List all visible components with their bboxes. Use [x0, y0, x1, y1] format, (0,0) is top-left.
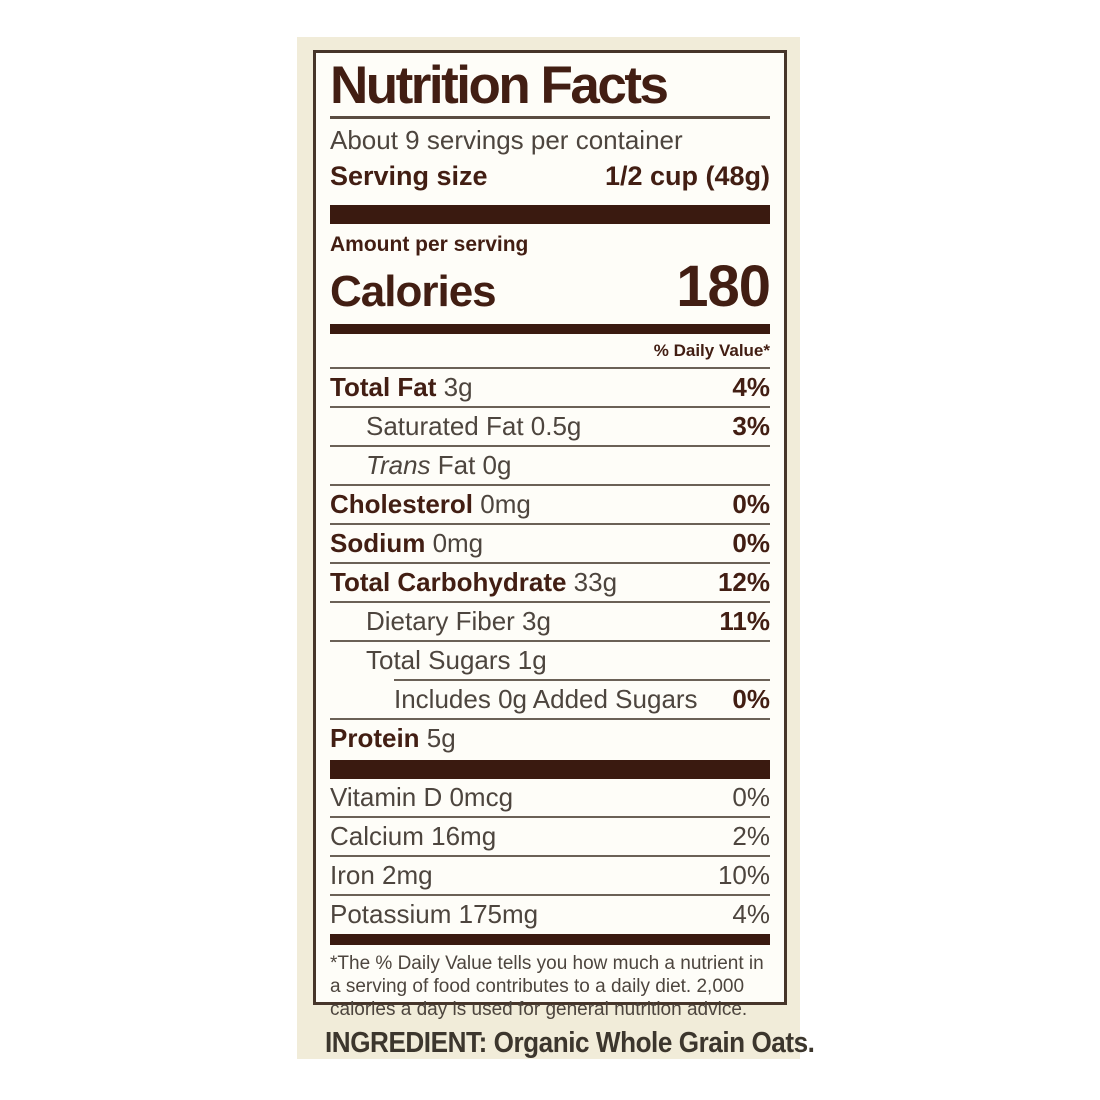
row-divider [330, 406, 770, 409]
vitamin-row-iron: Iron 2mg 10% [330, 857, 770, 894]
calories-bar [330, 324, 770, 335]
nutrient-row-sodium: Sodium 0mg 0% [330, 525, 770, 562]
row-divider [330, 601, 770, 604]
footnote-line: *The % Daily Value tells you how much a … [330, 953, 764, 975]
nutrient-amount: 33g [566, 567, 618, 598]
serving-size-value: 1/2 cup (48g) [604, 161, 770, 191]
footnote-line: calories a day is used for general nutri… [330, 998, 748, 1020]
vitamin-row-potassium: Potassium 175mg 4% [330, 896, 770, 933]
nutrient-row-trans-fat: Trans Fat 0g [330, 447, 770, 484]
nutrition-facts-box: Nutrition Facts About 9 servings per con… [313, 50, 787, 1020]
daily-value: 3% [732, 411, 770, 442]
nutrient-amount: 0mg [473, 489, 531, 520]
row-divider [330, 484, 770, 487]
bottom-bar [330, 934, 770, 946]
row-divider [330, 816, 770, 819]
row-divider-indented [394, 679, 770, 682]
nutrient-row-protein: Protein 5g [330, 720, 770, 757]
nutrient-name: Sodium [330, 528, 426, 559]
row-divider [330, 855, 770, 858]
calories-value: 180 [676, 254, 771, 320]
row-divider [330, 367, 770, 370]
nutrition-label-panel: Nutrition Facts About 9 servings per con… [297, 37, 815, 1059]
nutrient-amount: 0mg [425, 528, 484, 559]
nutrient-row-total-fat: Total Fat 3g 4% [330, 369, 770, 406]
daily-value-header: % Daily Value* [653, 341, 770, 361]
vitamin-name: Iron 2mg [330, 860, 433, 891]
nutrient-row-total-sugars: Total Sugars 1g [330, 642, 770, 679]
nutrient-row-total-carbohydrate: Total Carbohydrate 33g 12% [330, 564, 770, 601]
vitamin-name: Calcium 16mg [330, 821, 497, 852]
nutrient-name: Total Carbohydrate [330, 567, 567, 598]
amount-per-serving-label: Amount per serving [330, 233, 529, 257]
nutrient-name: Protein [330, 723, 420, 754]
daily-value: 0% [732, 528, 770, 559]
row-divider [330, 562, 770, 565]
calories-label: Calories [330, 267, 497, 317]
nutrient-name: Dietary Fiber 3g [366, 606, 551, 637]
nutrient-row-added-sugars: Includes 0g Added Sugars 0% [330, 681, 770, 718]
servings-per-container: About 9 servings per container [330, 125, 683, 156]
row-divider [330, 894, 770, 897]
daily-value: 11% [719, 606, 770, 637]
daily-value: 4% [732, 372, 770, 403]
nutrient-row-cholesterol: Cholesterol 0mg 0% [330, 486, 770, 523]
nutrient-name: Includes 0g Added Sugars [394, 684, 698, 715]
thick-bar-top [330, 205, 770, 225]
vitamin-name: Potassium 175mg [330, 899, 539, 930]
row-divider [330, 718, 770, 721]
footnote-line: a serving of food contributes to a daily… [330, 975, 745, 997]
nutrient-row-dietary-fiber: Dietary Fiber 3g 11% [330, 603, 770, 640]
vitamin-row-calcium: Calcium 16mg 2% [330, 818, 770, 855]
daily-value: 0% [732, 684, 770, 715]
calories-row: Calories 180 [330, 253, 771, 320]
daily-value: 4% [732, 899, 770, 930]
nutrient-name: Total Fat [330, 372, 437, 403]
nutrient-name: Cholesterol [330, 489, 474, 520]
daily-value: 0% [732, 782, 770, 813]
nutrient-amount: Fat 0g [430, 450, 512, 481]
row-divider [330, 523, 770, 526]
vitamin-name: Vitamin D 0mcg [330, 782, 514, 813]
label-title: Nutrition Facts [330, 56, 669, 115]
nutrient-amount: 5g [419, 723, 456, 754]
nutrient-name: Total Sugars 1g [366, 645, 547, 676]
row-divider [330, 640, 770, 643]
daily-value: 12% [717, 567, 770, 598]
row-divider [330, 445, 770, 448]
vitamin-row-vitamin-d: Vitamin D 0mcg 0% [330, 779, 770, 816]
ingredient-statement: INGREDIENT: Organic Whole Grain Oats. [325, 1027, 815, 1059]
nutrient-row-saturated-fat: Saturated Fat 0.5g 3% [330, 408, 770, 445]
thick-bar-vitamins [330, 760, 770, 780]
daily-value: 0% [732, 489, 770, 520]
daily-value: 2% [732, 821, 770, 852]
serving-size-row: Serving size 1/2 cup (48g) [330, 161, 770, 192]
nutrient-name-italic: Trans [366, 450, 431, 481]
daily-value: 10% [717, 860, 770, 891]
serving-size-label: Serving size [330, 161, 488, 191]
nutrient-name: Saturated Fat 0.5g [366, 411, 582, 442]
title-divider [330, 116, 770, 120]
daily-value-footnote: *The % Daily Value tells you how much a … [330, 953, 770, 1021]
nutrient-amount: 3g [436, 372, 473, 403]
